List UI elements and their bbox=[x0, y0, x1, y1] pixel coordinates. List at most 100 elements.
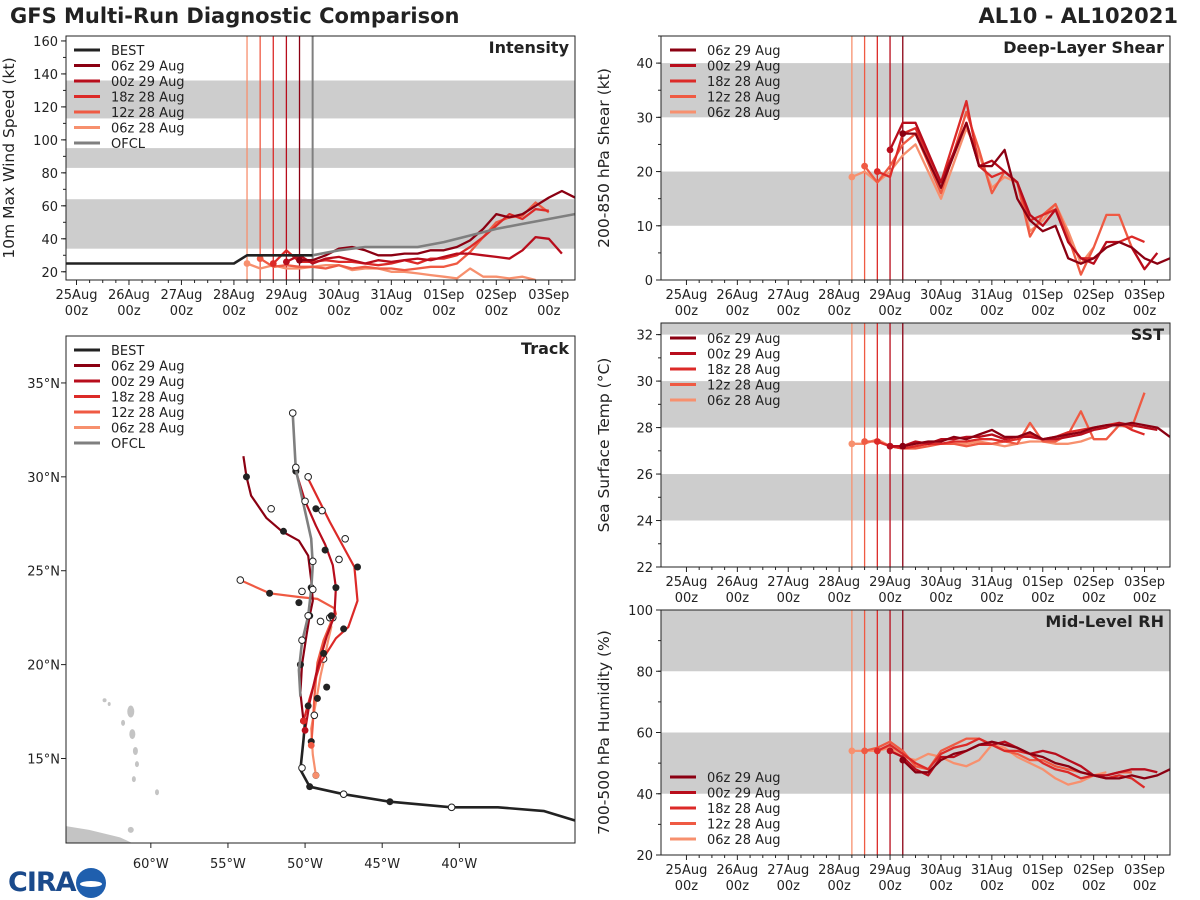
rh-ylabel: 700-500 hPa Humidity (%) bbox=[595, 630, 613, 835]
sst-ytick-label: 32 bbox=[636, 329, 653, 344]
intensity-start-12z-28-aug bbox=[256, 255, 264, 262]
track-xtick-label: 40°W bbox=[441, 857, 477, 872]
track-xtick-label: 45°W bbox=[364, 857, 400, 872]
storm-id: AL10 - AL102021 bbox=[978, 4, 1179, 28]
track-series bbox=[236, 409, 575, 822]
shear-xtick-label: 00z bbox=[929, 304, 953, 319]
rh-xtick-label: 26Aug bbox=[716, 863, 758, 878]
shear-series bbox=[848, 99, 1170, 276]
shear-start-18z-28-aug bbox=[873, 168, 881, 175]
rh-band-1 bbox=[661, 610, 1170, 672]
intensity-line-ofcl bbox=[312, 212, 575, 257]
rh-legend-label-18z-28-aug: 18z 28 Aug bbox=[707, 802, 781, 817]
rh-xtick-label: 28Aug bbox=[818, 863, 860, 878]
rh-xtick-label: 00z bbox=[675, 879, 699, 894]
track-marker-filled bbox=[266, 589, 274, 597]
rh-xtick-label: 01Sep bbox=[1022, 863, 1063, 878]
island bbox=[121, 719, 126, 726]
sst-start-06z-29-aug bbox=[899, 442, 907, 450]
rh-legend-label-12z-28-aug: 12z 28 Aug bbox=[707, 818, 781, 833]
intensity-xtick-label: 00z bbox=[537, 304, 561, 319]
island bbox=[107, 702, 111, 707]
cira-logo-text: CIRA bbox=[8, 867, 77, 898]
sst-xtick-label: 26Aug bbox=[716, 575, 758, 590]
shear-title: Deep-Layer Shear bbox=[1003, 38, 1164, 57]
shear-xtick-label: 27Aug bbox=[767, 288, 809, 303]
intensity-frame bbox=[65, 35, 576, 281]
rh-xtick-label: 00z bbox=[827, 879, 851, 894]
rh-xtick-label: 27Aug bbox=[767, 863, 809, 878]
rh-ytick-label: 80 bbox=[636, 665, 653, 680]
shear-xtick-label: 00z bbox=[1031, 304, 1055, 319]
sst-xtick-label: 00z bbox=[777, 591, 801, 606]
intensity-band-0 bbox=[66, 199, 575, 249]
intensity-ytick-label: 40 bbox=[41, 233, 58, 248]
intensity-line-06z-29-aug bbox=[299, 189, 575, 262]
rh-start-00z-29-aug bbox=[886, 747, 894, 755]
intensity-ytick-label: 100 bbox=[33, 134, 58, 149]
track-start-00z-29-aug bbox=[301, 726, 309, 734]
shear-legend-label-18z-28-aug: 18z 28 Aug bbox=[707, 75, 781, 90]
rh-line-06z-28-aug bbox=[851, 743, 1107, 786]
intensity-line-best bbox=[66, 254, 313, 265]
sst-legend-label-06z-29-aug: 06z 29 Aug bbox=[707, 332, 781, 347]
sst-xtick-label: 00z bbox=[827, 591, 851, 606]
track-legend-label-06z-29-aug: 06z 29 Aug bbox=[111, 360, 185, 375]
track-xtick-label: 50°W bbox=[287, 857, 323, 872]
track-marker-filled bbox=[320, 649, 328, 657]
intensity-ytick-label: 60 bbox=[41, 200, 58, 215]
intensity-xtick-label: 00z bbox=[65, 304, 89, 319]
island bbox=[102, 698, 107, 703]
intensity-xtick-label: 00z bbox=[485, 304, 509, 319]
rh-xtick-label: 00z bbox=[1082, 879, 1106, 894]
track-marker-filled bbox=[340, 625, 348, 633]
sst-panel: 22242628303225Aug00z26Aug00z27Aug00z28Au… bbox=[595, 322, 1171, 606]
shear-xtick-label: 29Aug bbox=[869, 288, 911, 303]
rh-xtick-label: 31Aug bbox=[971, 863, 1013, 878]
track-line-06z-29-aug bbox=[242, 456, 314, 722]
intensity-xtick-label: 00z bbox=[327, 304, 351, 319]
intensity-legend-label-06z-28-aug: 06z 28 Aug bbox=[111, 122, 185, 137]
sst-xtick-label: 03Sep bbox=[1124, 575, 1165, 590]
intensity-legend-label-ofcl: OFCL bbox=[111, 137, 146, 152]
rh-xtick-label: 00z bbox=[929, 879, 953, 894]
intensity-xtick-label: 25Aug bbox=[56, 288, 98, 303]
intensity-legend-label-18z-28-aug: 18z 28 Aug bbox=[111, 91, 185, 106]
sst-series bbox=[848, 392, 1170, 450]
track-legend-label-18z-28-aug: 18z 28 Aug bbox=[111, 391, 185, 406]
track-marker-filled bbox=[304, 702, 312, 710]
track-marker-filled bbox=[354, 563, 362, 571]
rh-xtick-label: 00z bbox=[878, 879, 902, 894]
rh-title: Mid-Level RH bbox=[1045, 612, 1164, 631]
track-start-06z-28-aug bbox=[312, 772, 320, 779]
track-title: Track bbox=[521, 339, 569, 358]
track-start-18z-28-aug bbox=[300, 717, 307, 725]
intensity-legend-label-12z-28-aug: 12z 28 Aug bbox=[111, 106, 185, 121]
intensity-xtick-label: 02Sep bbox=[476, 288, 517, 303]
shear-xtick-label: 30Aug bbox=[920, 288, 962, 303]
shear-ytick-label: 20 bbox=[636, 166, 653, 181]
intensity-xtick-label: 00z bbox=[275, 304, 299, 319]
rh-start-06z-28-aug bbox=[848, 747, 856, 755]
sst-band-0 bbox=[661, 474, 1170, 521]
rh-xtick-label: 00z bbox=[1133, 879, 1157, 894]
track-marker-filled bbox=[306, 783, 314, 791]
sst-xtick-label: 25Aug bbox=[665, 575, 707, 590]
shear-start-12z-28-aug bbox=[861, 162, 868, 170]
island bbox=[127, 826, 134, 833]
rh-xtick-label: 00z bbox=[777, 879, 801, 894]
track-marker-open bbox=[301, 497, 309, 506]
track-marker-filled bbox=[321, 546, 329, 554]
shear-line-06z-29-aug bbox=[902, 121, 1170, 265]
rh-xtick-label: 00z bbox=[1031, 879, 1055, 894]
intensity-xtick-label: 29Aug bbox=[265, 288, 307, 303]
intensity-xtick-label: 30Aug bbox=[318, 288, 360, 303]
intensity-legend-label-best: BEST bbox=[111, 44, 144, 59]
shear-ylabel: 200-850 hPa Shear (kt) bbox=[595, 68, 613, 248]
intensity-xtick-label: 28Aug bbox=[213, 288, 255, 303]
sst-xtick-label: 00z bbox=[1082, 591, 1106, 606]
island bbox=[129, 729, 136, 740]
